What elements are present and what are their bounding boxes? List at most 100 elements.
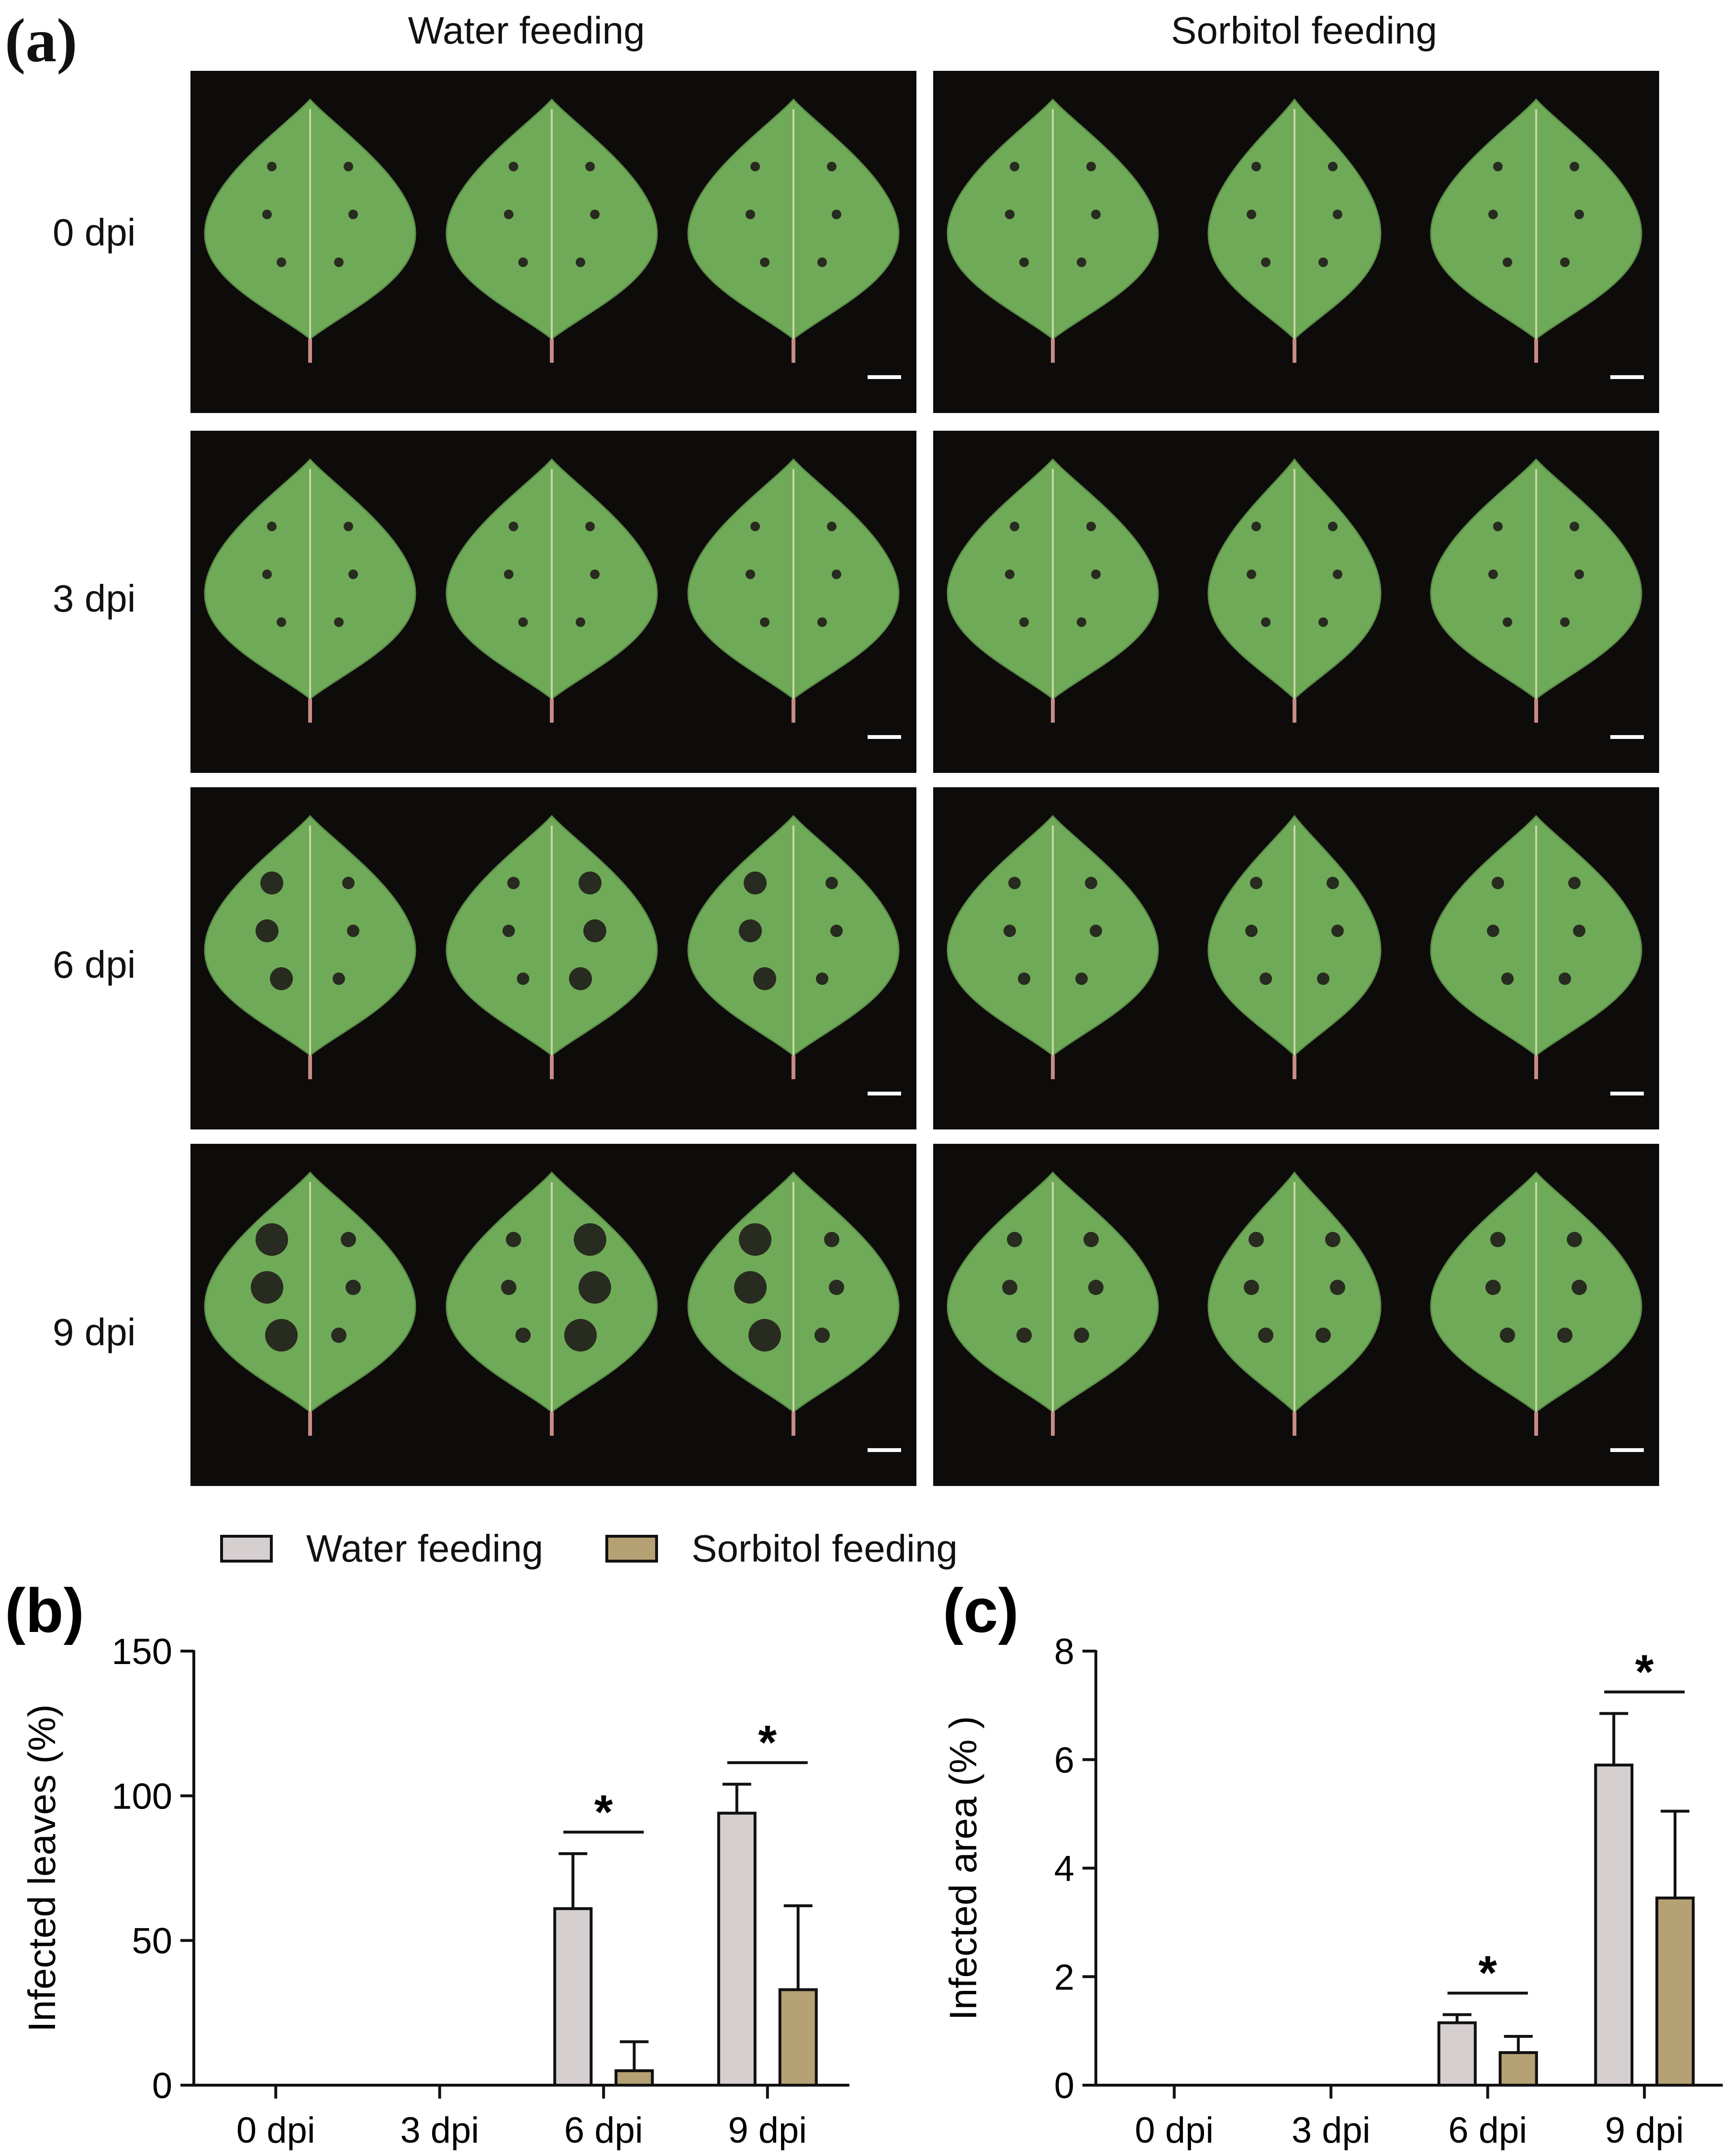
bar-sorbitol-6dpi — [614, 2069, 654, 2087]
row-label-3dpi: 3 dpi — [53, 577, 136, 620]
lesion-spot — [515, 1328, 531, 1343]
y-tick-label: 150 — [112, 1631, 172, 1672]
leaf — [446, 815, 658, 1079]
lesion-spot — [832, 210, 841, 219]
leaf — [1430, 458, 1642, 723]
bar-water-9dpi — [1594, 1764, 1634, 2087]
legend-sorbitol: Sorbitol feeding — [605, 1527, 958, 1571]
lesion-spot — [576, 257, 585, 267]
lesion-spot — [1317, 972, 1329, 985]
leaf — [687, 815, 900, 1079]
lesion-spot — [1019, 617, 1029, 627]
lesion-spot — [262, 570, 272, 579]
y-tick-label: 6 — [1054, 1740, 1074, 1781]
lesion-spot — [1570, 522, 1579, 531]
lesion-spot — [506, 1232, 521, 1247]
lesion-spot — [344, 522, 353, 531]
leaf — [204, 98, 416, 363]
lesion-spot — [1005, 210, 1015, 219]
legend-label-sorbitol: Sorbitol feeding — [692, 1527, 958, 1570]
leaf — [947, 815, 1159, 1079]
lesion-spot — [1002, 1280, 1017, 1295]
lesion-spot — [1018, 972, 1030, 985]
lesion-spot — [1503, 617, 1512, 627]
leaf — [1430, 815, 1642, 1079]
lesion-spot — [504, 210, 513, 219]
lesion-spot — [1318, 257, 1328, 267]
y-tick-label: 4 — [1054, 1849, 1074, 1889]
lesion-spot — [265, 1319, 298, 1352]
lesion-spot — [344, 162, 353, 171]
leaf — [1207, 1171, 1382, 1436]
lesion-spot — [256, 1223, 288, 1256]
lesion-spot — [1493, 522, 1503, 531]
leaf — [947, 1171, 1159, 1436]
lesion-spot — [509, 522, 518, 531]
lesion-spot — [1490, 1232, 1506, 1247]
lesion-spot — [1488, 210, 1498, 219]
x-tick-label: 6 dpi — [1448, 2110, 1527, 2151]
chart-infected-area: (c) 0 2 4 6 8 Infected area (% ) 0 dpi 3 dpi 6 dp… — [942, 1575, 1723, 2151]
lesion-spot — [347, 925, 359, 937]
leaf-photo-canvas — [947, 98, 1644, 379]
lesion-spot — [1086, 522, 1096, 531]
lesion-spot — [1086, 162, 1096, 171]
lesion-spot — [750, 522, 760, 531]
lesion-spot — [1567, 1232, 1582, 1247]
lesion-spot — [334, 617, 344, 627]
lesion-spot — [1333, 210, 1342, 219]
legend-water: Water feeding — [220, 1527, 543, 1571]
lesion-spot — [1250, 877, 1262, 889]
leaf — [1430, 1171, 1642, 1436]
leaf — [204, 1171, 416, 1436]
lesion-spot — [1316, 1328, 1331, 1343]
lesion-spot — [517, 972, 529, 985]
leaf-photo-water-row1 — [190, 431, 916, 773]
lesion-spot — [251, 1271, 283, 1304]
lesion-spot — [504, 570, 513, 579]
lesion-spot — [1007, 1232, 1022, 1247]
leaf — [204, 458, 416, 723]
lesion-spot — [262, 210, 272, 219]
lesion-spot — [1568, 877, 1581, 889]
y-tick-label: 0 — [152, 2066, 172, 2106]
lesion-spot — [342, 877, 355, 889]
lesion-spot — [1074, 1328, 1089, 1343]
lesion-spot — [1500, 1328, 1515, 1343]
row-label-0dpi: 0 dpi — [53, 211, 136, 254]
lesion-spot — [1557, 1328, 1573, 1343]
lesion-spot — [1503, 257, 1512, 267]
leaf-photo-water-row3 — [190, 1144, 916, 1486]
leaf-photo-canvas — [204, 458, 901, 739]
leaf-photo-canvas — [947, 458, 1644, 739]
leaf — [1207, 458, 1382, 723]
lesion-spot — [1318, 617, 1328, 627]
lesion-spot — [1485, 1280, 1501, 1295]
lesion-spot — [1088, 1280, 1104, 1295]
y-tick-label: 0 — [1054, 2066, 1074, 2106]
lesion-spot — [1261, 617, 1271, 627]
leaf-photo-sorbitol-row2 — [933, 787, 1659, 1129]
significance-star: * — [1635, 1645, 1654, 1698]
lesion-spot — [1574, 210, 1584, 219]
lesion-spot — [1091, 570, 1101, 579]
lesion-spot — [585, 162, 595, 171]
lesion-spot — [1005, 570, 1015, 579]
lesion-spot — [830, 925, 843, 937]
leaf-photo-sorbitol-row3 — [933, 1144, 1659, 1486]
lesion-spot — [1487, 925, 1499, 937]
row-label-9dpi: 9 dpi — [53, 1311, 136, 1353]
lesion-spot — [744, 871, 767, 894]
lesion-spot — [1493, 162, 1503, 171]
lesion-spot — [829, 1280, 844, 1295]
lesion-spot — [509, 162, 518, 171]
lesion-spot — [814, 1328, 830, 1343]
lesion-spot — [746, 210, 755, 219]
lesion-spot — [1244, 1280, 1259, 1295]
lesion-spot — [827, 162, 837, 171]
leaf-photo-water-row0 — [190, 71, 916, 413]
lesion-spot — [832, 570, 841, 579]
lesion-spot — [334, 257, 344, 267]
lesion-spot — [1330, 1280, 1345, 1295]
leaf-photo-canvas — [204, 815, 901, 1095]
